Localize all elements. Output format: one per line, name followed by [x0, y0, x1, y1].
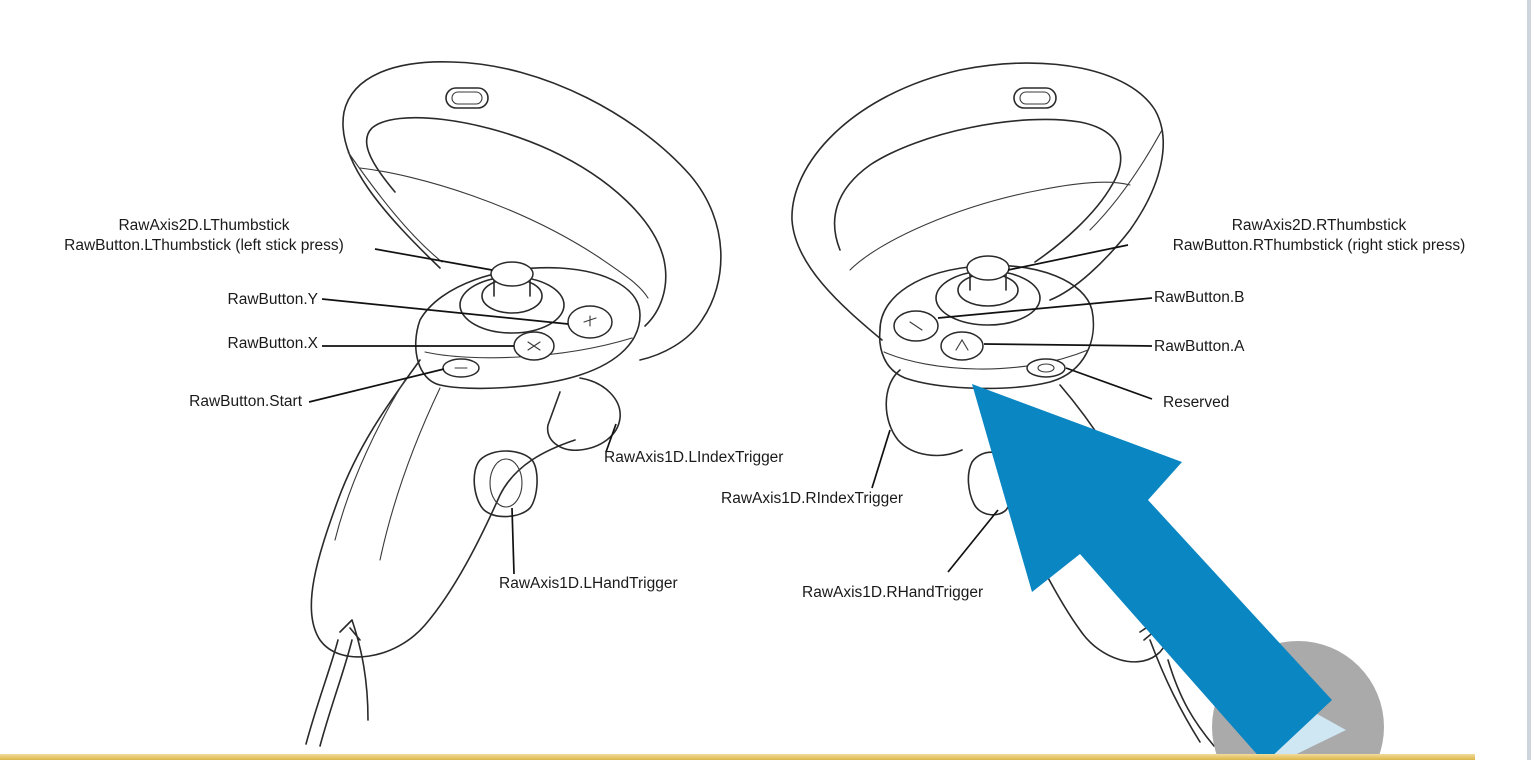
label-l-thumbstick-axis: RawAxis2D.LThumbstick — [118, 217, 289, 234]
left-tracking-ring-inner — [365, 116, 667, 327]
left-logo-icon — [445, 87, 489, 109]
label-button-x: RawButton.X — [228, 335, 319, 352]
label-l-index-trigger: RawAxis1D.LIndexTrigger — [604, 449, 783, 466]
right-tracking-ring-inner — [833, 118, 1122, 263]
label-r-thumbstick-press: RawButton.RThumbstick (right stick press… — [1173, 237, 1466, 254]
label-r-thumbstick-axis: RawAxis2D.RThumbstick — [1232, 217, 1407, 234]
left-tracking-ring — [342, 61, 722, 361]
label-button-a: RawButton.A — [1154, 338, 1245, 355]
label-button-start: RawButton.Start — [189, 393, 303, 410]
right-tracking-ring — [791, 62, 1164, 341]
left-handle — [310, 359, 576, 658]
arrow-pointer-icon — [972, 384, 1332, 760]
left-thumbstick[interactable] — [490, 261, 534, 287]
right-thumbstick[interactable] — [966, 255, 1010, 281]
label-button-b: RawButton.B — [1154, 289, 1244, 306]
button-a[interactable] — [940, 331, 984, 361]
button-reserved[interactable] — [1026, 358, 1066, 378]
leader-lines — [308, 244, 1153, 575]
left-index-trigger[interactable] — [546, 377, 621, 451]
label-r-hand-trigger: RawAxis1D.RHandTrigger — [802, 584, 983, 601]
right-face-plate — [878, 264, 1095, 390]
label-r-index-trigger: RawAxis1D.RIndexTrigger — [721, 490, 903, 507]
right-index-trigger[interactable] — [885, 369, 963, 457]
label-l-hand-trigger: RawAxis1D.LHandTrigger — [499, 575, 678, 592]
label-button-y: RawButton.Y — [228, 291, 318, 308]
bottom-bar — [0, 754, 1475, 760]
right-edge — [1527, 0, 1531, 760]
left-hand-trigger[interactable] — [473, 450, 538, 518]
label-reserved: Reserved — [1163, 394, 1229, 411]
label-l-thumbstick-press: RawButton.LThumbstick (left stick press) — [64, 237, 344, 254]
callout-labels: RawAxis2D.LThumbstick RawButton.LThumbst… — [64, 217, 1465, 601]
left-controller-illustration — [305, 61, 722, 747]
right-logo-icon — [1013, 87, 1057, 109]
